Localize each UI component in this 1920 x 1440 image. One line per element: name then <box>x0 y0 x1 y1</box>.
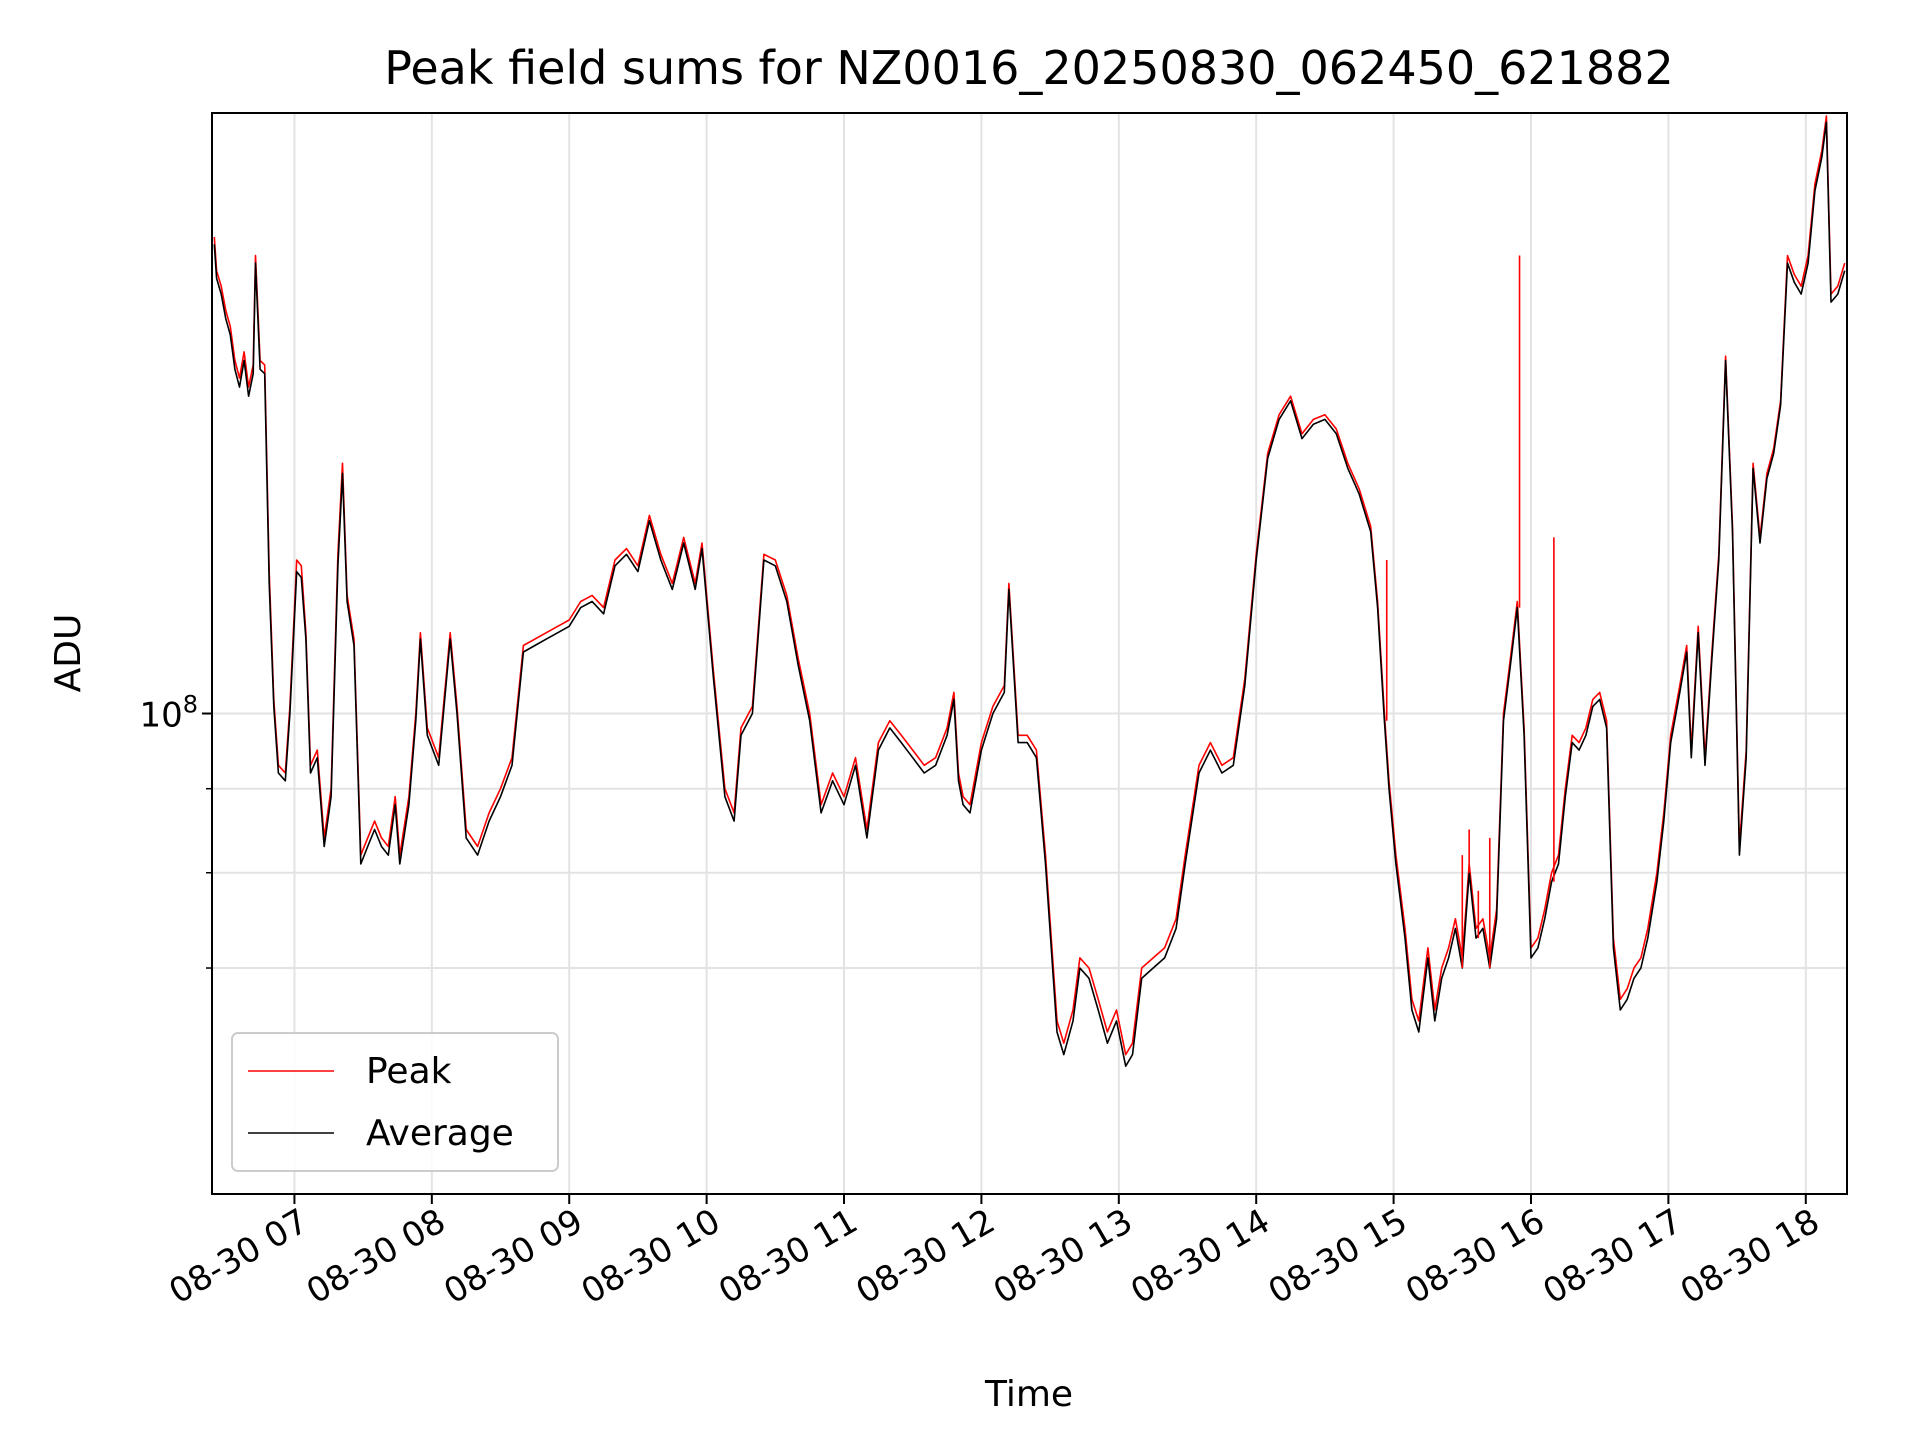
x-axis-label: Time <box>984 1374 1073 1415</box>
plot-frame <box>211 112 1848 1195</box>
legend-label-peak: Peak <box>366 1051 452 1092</box>
legend-label-average: Average <box>366 1113 514 1154</box>
legend: Peak Average <box>231 1032 559 1172</box>
chart-title: Peak field sums for NZ0016_20250830_0624… <box>384 41 1673 95</box>
y-axis: 108 <box>139 691 212 969</box>
legend-box <box>231 1032 559 1172</box>
plot-lines <box>213 115 1846 1067</box>
y-tick-label: 108 <box>139 691 198 736</box>
series-line-average <box>213 121 1846 1067</box>
y-axis-label: ADU <box>48 614 89 693</box>
grid <box>212 113 1847 1194</box>
